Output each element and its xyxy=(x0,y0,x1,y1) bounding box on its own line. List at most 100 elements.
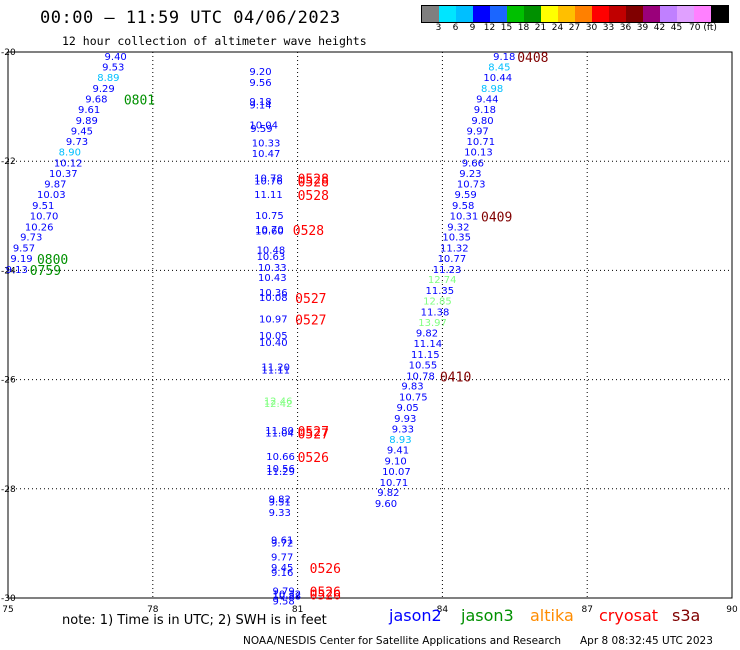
footer-note: note: 1) Time is in UTC; 2) SWH is in fe… xyxy=(62,613,327,628)
lon-tick-label: 75 xyxy=(2,605,13,615)
wave-height-label: 10.78 xyxy=(406,371,435,382)
pass-time-label: 0527 xyxy=(295,314,326,329)
pass-time-label: 0526 xyxy=(310,562,341,577)
wave-height-label: 9.18 xyxy=(474,105,496,116)
pass-time-label: 0409 xyxy=(481,210,512,225)
wave-height-label: 10.05 xyxy=(259,331,288,342)
scale-swatch xyxy=(626,6,643,22)
wave-height-label: 9.83 xyxy=(401,382,423,393)
wave-height-label: 10.40 xyxy=(259,338,288,349)
wave-height-label: 10.71 xyxy=(380,478,409,489)
wave-height-label: 9.58 xyxy=(273,596,295,607)
wave-height-label: 11.29 xyxy=(266,467,295,478)
lon-tick-label: 84 xyxy=(437,605,449,615)
pass-time-label: 0528 xyxy=(293,224,324,239)
wave-height-label: 9.33 xyxy=(269,508,291,519)
pass-time-label: 0528 xyxy=(298,189,329,204)
scale-swatch xyxy=(694,6,711,22)
wave-height-label: 9.05 xyxy=(397,403,419,414)
scale-swatch xyxy=(558,6,575,22)
wave-height-label: 9.57 xyxy=(13,244,35,255)
wave-height-label: 10.97 xyxy=(259,315,288,326)
scale-swatch xyxy=(490,6,507,22)
wave-height-label: 9.89 xyxy=(76,116,98,127)
scale-swatch xyxy=(507,6,524,22)
wave-height-label: 9.58 xyxy=(452,201,474,212)
wave-height-label: 9.66 xyxy=(462,158,484,169)
wave-height-label: 10.60 xyxy=(255,227,284,238)
wave-height-label: 12.74 xyxy=(428,275,457,286)
wave-height-label: 10.76 xyxy=(254,176,283,187)
wave-height-label: 9.53 xyxy=(102,62,124,73)
pass-time-label: 0527 xyxy=(298,428,329,443)
wave-height-label: 9.13 xyxy=(6,265,28,276)
wave-height-label: 9.56 xyxy=(249,78,271,89)
scale-swatch xyxy=(711,6,728,22)
scale-swatch xyxy=(575,6,592,22)
scale-label: 9 xyxy=(469,23,476,33)
timestamp-text: Apr 8 08:32:45 UTC 2023 xyxy=(580,635,713,647)
wave-height-label: 9.79 xyxy=(273,586,295,597)
wave-height-label: 9.93 xyxy=(394,414,416,425)
legend-altika: altika xyxy=(530,606,574,625)
wave-height-label: 10.35 xyxy=(442,233,471,244)
wave-height-label: 9.59 xyxy=(250,124,272,135)
wave-height-label: 9.97 xyxy=(467,127,489,138)
lon-tick-label: 81 xyxy=(292,605,303,615)
wave-height-label: 9.45 xyxy=(71,127,93,138)
wave-height-label: 9.68 xyxy=(85,95,107,106)
scale-swatch xyxy=(677,6,694,22)
wave-height-label: 8.45 xyxy=(488,62,510,73)
wave-height-label: 9.59 xyxy=(454,190,476,201)
legend-jason3: jason3 xyxy=(461,606,514,625)
color-scale xyxy=(421,5,729,23)
lat-tick-label: -28 xyxy=(1,485,16,495)
wave-height-label: 10.12 xyxy=(54,158,83,169)
lon-tick-label: 87 xyxy=(581,605,592,615)
wave-height-label: 9.77 xyxy=(271,553,293,564)
wave-height-label: 10.75 xyxy=(399,393,428,404)
wave-height-label: 9.73 xyxy=(66,137,88,148)
wave-height-label: 13.97 xyxy=(418,318,447,329)
scale-swatch xyxy=(643,6,660,22)
wave-height-label: 9.51 xyxy=(32,201,54,212)
wave-height-label: 10.63 xyxy=(257,252,286,263)
wave-height-label: 9.41 xyxy=(387,446,409,457)
scale-label: 33 xyxy=(602,23,615,33)
wave-height-label: 9.82 xyxy=(269,495,291,506)
wave-height-label: 9.61 xyxy=(271,536,293,547)
page-title: 00:00 — 11:59 UTC 04/06/2023 xyxy=(40,8,341,28)
wave-height-label: 10.56 xyxy=(266,464,295,475)
pass-time-label: 0759 xyxy=(30,264,61,279)
pass-time-label: 0527 xyxy=(295,292,326,307)
wave-height-label: 10.77 xyxy=(438,254,467,265)
wave-height-label: 8.89 xyxy=(97,73,119,84)
wave-height-label: 10.73 xyxy=(457,180,486,191)
wave-height-label: 9.29 xyxy=(92,84,114,95)
scale-label: 70 (ft) xyxy=(689,23,717,33)
wave-height-label: 10.78 xyxy=(254,174,283,185)
wave-height-label: 9.61 xyxy=(78,105,100,116)
wave-height-label: 10.33 xyxy=(258,263,287,274)
wave-height-label: 10.36 xyxy=(259,288,288,299)
wave-height-label: 12.85 xyxy=(423,297,452,308)
wave-height-label: 9.72 xyxy=(271,538,293,549)
scale-swatch xyxy=(422,6,439,22)
wave-height-label: 10.13 xyxy=(464,147,493,158)
wave-height-label: 9.82 xyxy=(416,329,438,340)
lat-tick-label: -26 xyxy=(1,376,16,386)
color-scale-labels: 3 6 9 12 15 18 21 24 27 30 33 36 39 42 45 70 (ft) xyxy=(421,23,727,35)
wave-height-label: 10.04 xyxy=(249,121,278,132)
pass-time-label: 0526 xyxy=(298,451,329,466)
scale-label: 3 xyxy=(435,23,442,33)
wave-height-label: 10.75 xyxy=(255,211,284,222)
wave-height-label: 9.18 xyxy=(249,97,271,108)
pass-time-label: 0801 xyxy=(124,94,155,109)
lat-tick-label: -20 xyxy=(1,48,16,58)
wave-height-label: 10.08 xyxy=(259,293,288,304)
scale-swatch xyxy=(473,6,490,22)
scale-swatch xyxy=(439,6,456,22)
scale-label: 36 xyxy=(619,23,632,33)
wave-height-label: 10.03 xyxy=(37,190,66,201)
